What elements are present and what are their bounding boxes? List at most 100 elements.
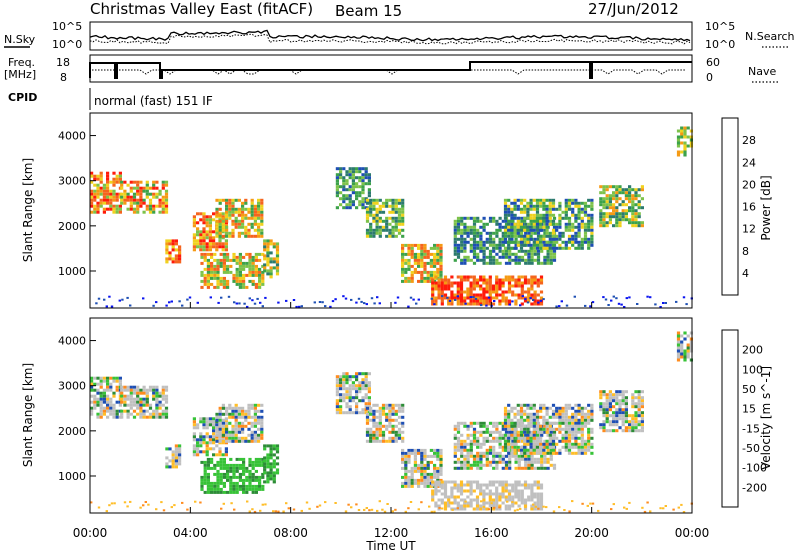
heatmap-cell — [631, 393, 635, 397]
heatmap-cell — [535, 222, 540, 226]
heatmap-cell — [689, 141, 693, 145]
heatmap-cell — [491, 498, 496, 502]
heatmap-cell — [640, 221, 644, 225]
heatmap-cell — [391, 436, 395, 440]
heatmap-cell — [543, 424, 547, 428]
heatmap-cell — [142, 210, 146, 214]
heatmap-cell — [564, 418, 568, 422]
heatmap-cell — [208, 435, 212, 439]
heatmap-cell — [529, 201, 533, 205]
noise-search-trace — [89, 33, 691, 45]
heatmap-cell — [378, 406, 382, 410]
heatmap-cell — [200, 484, 204, 488]
heatmap-cell — [355, 402, 359, 406]
heatmap-cell — [106, 415, 110, 419]
heatmap-cell — [612, 224, 616, 228]
heatmap-cell — [580, 216, 584, 220]
heatmap-cell — [555, 421, 559, 425]
heatmap-cell — [479, 463, 483, 467]
heatmap-cell — [407, 481, 411, 485]
heatmap-cell — [126, 385, 130, 389]
heatmap-cell — [511, 275, 515, 279]
heatmap-cell — [519, 403, 524, 407]
ground-scatter-cell — [97, 297, 101, 300]
heatmap-cell — [571, 240, 575, 244]
heatmap-cell — [548, 210, 552, 214]
heatmap-cell — [178, 251, 182, 255]
heatmap-cell — [423, 451, 427, 455]
heatmap-cell — [102, 388, 106, 392]
heatmap-cell — [342, 176, 346, 180]
heatmap-cell — [339, 167, 343, 171]
heatmap-cell — [401, 409, 405, 413]
heatmap-cell — [503, 424, 508, 428]
heatmap-cell — [385, 216, 389, 220]
heatmap-cell — [516, 418, 520, 422]
heatmap-cell — [453, 237, 457, 241]
heatmap-cell — [171, 242, 175, 246]
heatmap-cell — [507, 275, 512, 279]
heatmap-cell — [228, 198, 232, 202]
heatmap-cell — [488, 483, 492, 487]
heatmap-cell — [491, 284, 496, 288]
heatmap-cell — [463, 448, 467, 452]
heatmap-cell — [605, 429, 609, 433]
heatmap-cell — [164, 400, 169, 404]
heatmap-cell — [495, 480, 499, 484]
heatmap-cell — [345, 390, 349, 394]
heatmap-cell — [535, 439, 540, 443]
heatmap-cell — [507, 231, 511, 235]
heatmap-cell — [118, 376, 122, 380]
heatmap-cell — [260, 210, 264, 214]
heatmap-cell — [539, 430, 543, 434]
ground-scatter-cell — [646, 295, 649, 298]
heatmap-cell — [517, 454, 521, 458]
heatmap-cell — [519, 234, 524, 238]
heatmap-cell — [561, 231, 565, 235]
heatmap-cell — [234, 219, 238, 223]
heatmap-cell — [529, 207, 533, 211]
heatmap-cell — [519, 222, 524, 226]
heatmap-cell — [145, 204, 149, 208]
heatmap-cell — [364, 167, 368, 171]
heatmap-cell — [475, 281, 480, 285]
heatmap-cell — [495, 231, 499, 235]
heatmap-cell — [351, 179, 355, 183]
heatmap-cell — [519, 237, 524, 241]
heatmap-cell — [463, 442, 467, 446]
heatmap-cell — [234, 406, 238, 410]
heatmap-cell — [339, 393, 343, 397]
heatmap-cell — [394, 433, 398, 437]
heatmap-cell — [93, 403, 97, 407]
heatmap-cell — [545, 439, 549, 443]
heatmap-cell — [237, 207, 241, 211]
heatmap-cell — [590, 216, 594, 220]
heatmap-cell — [507, 222, 511, 226]
ground-scatter-cell — [672, 508, 675, 511]
heatmap-cell — [410, 276, 414, 280]
ground-scatter-cell — [625, 507, 628, 510]
colorbar-tick-label: 200 — [742, 344, 763, 357]
heatmap-cell — [372, 439, 376, 443]
heatmap-cell — [253, 406, 257, 410]
heatmap-cell — [358, 194, 362, 198]
heatmap-cell — [482, 222, 486, 226]
heatmap-cell — [199, 212, 203, 216]
heatmap-cell — [208, 224, 212, 228]
heatmap-cell — [488, 448, 493, 452]
heatmap-cell — [605, 393, 609, 397]
heatmap-cell — [532, 439, 536, 443]
heatmap-cell — [558, 201, 562, 205]
heatmap-cell — [450, 296, 454, 300]
heatmap-cell — [168, 251, 172, 255]
heatmap-cell — [599, 218, 603, 222]
heatmap-cell — [545, 418, 549, 422]
heatmap-cell — [466, 275, 470, 279]
heatmap-cell — [526, 204, 530, 208]
heatmap-cell — [431, 483, 435, 487]
ground-scatter-cell — [368, 509, 371, 512]
heatmap-cell — [456, 421, 461, 425]
heatmap-cell — [440, 498, 444, 502]
heatmap-cell — [257, 427, 261, 431]
heatmap-cell — [433, 273, 437, 277]
